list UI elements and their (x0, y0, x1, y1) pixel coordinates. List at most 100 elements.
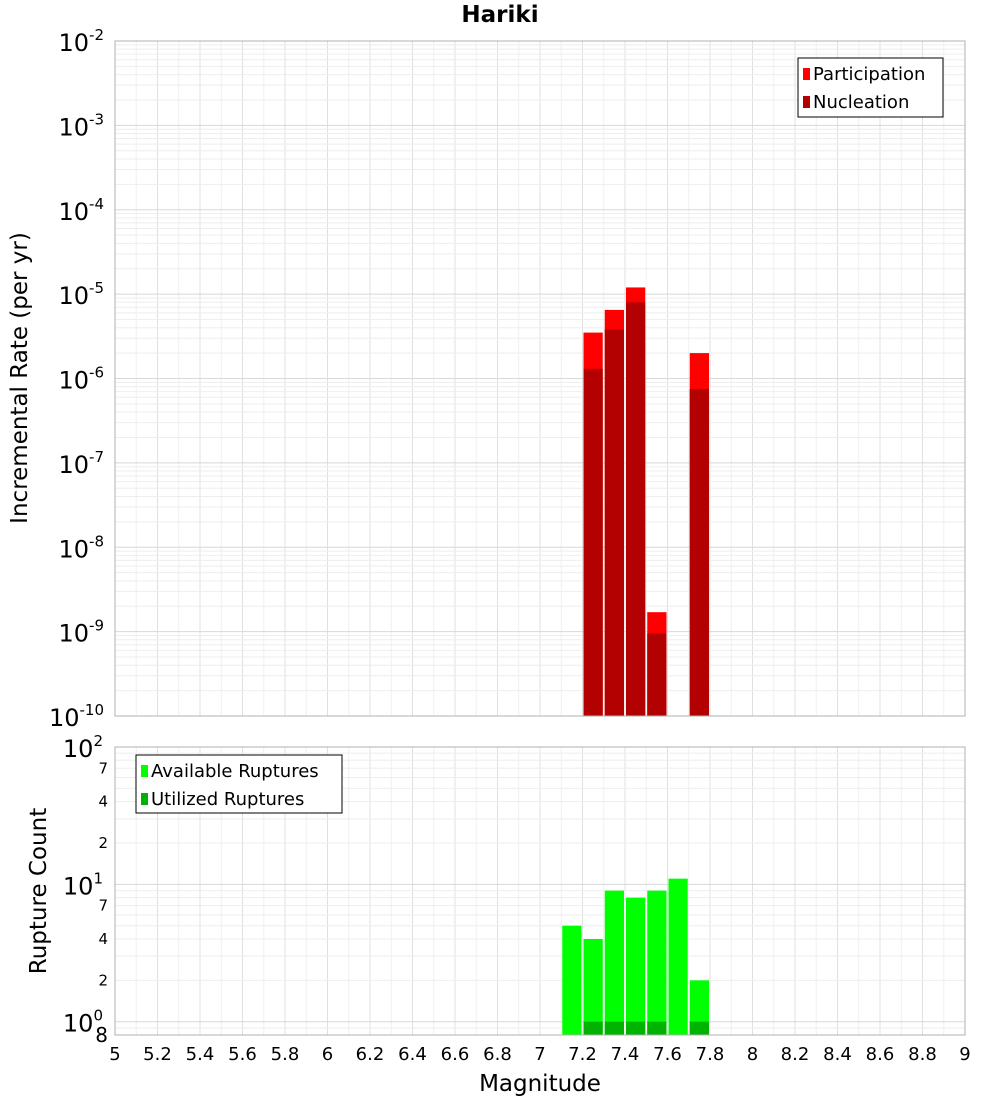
x-tick-label: 5.4 (186, 1044, 215, 1065)
legend-swatch (803, 96, 810, 108)
x-tick-label: 5 (109, 1044, 120, 1065)
y-tick-exponent: -2 (89, 26, 104, 44)
y-tick-base: 10 (58, 535, 89, 563)
top-bars (583, 287, 709, 716)
y-tick-label: 10-3 (58, 110, 104, 141)
y-minor-tick-label: 4 (98, 930, 108, 948)
bar-available-ruptures (647, 890, 667, 1035)
y-tick-label: 10-7 (58, 448, 104, 479)
x-tick-label: 8.8 (908, 1044, 937, 1065)
x-tick-label: 7.6 (653, 1044, 682, 1065)
y-tick-base: 10 (58, 367, 89, 395)
bar-available-ruptures (583, 939, 603, 1035)
x-tick-label: 9 (959, 1044, 970, 1065)
x-tick-labels: 5 5.2 5.4 5.6 5.8 6 6.2 6.4 6.6 6.8 7 7.2 7.4 7.6 7.8 8… (109, 1044, 970, 1065)
legend-label: Utilized Ruptures (151, 789, 304, 810)
y-tick-base: 10 (58, 620, 89, 648)
bottom-plot-border (114, 746, 966, 1036)
y-tick-label: 10-5 (58, 279, 104, 310)
chart-title: Hariki (461, 2, 539, 28)
x-tick-label: 6.8 (483, 1044, 512, 1065)
y-tick-base: 10 (58, 451, 89, 479)
legend-swatch (141, 793, 148, 805)
x-tick-label: 8 (747, 1044, 758, 1065)
y-tick-base: 10 (58, 282, 89, 310)
legend-box (797, 57, 944, 118)
y-tick-exponent: -8 (89, 532, 104, 550)
x-tick-label: 6.2 (356, 1044, 385, 1065)
bottom-legend: Available Ruptures Utilized Ruptures (135, 754, 343, 814)
y-tick-label: 10-8 (58, 532, 104, 563)
bar-utilized-ruptures (583, 1021, 603, 1035)
bar-available-ruptures (668, 878, 688, 1035)
y-minor-tick-label: 2 (98, 834, 108, 852)
bar-available-ruptures (604, 890, 624, 1035)
x-tick-label: 7 (534, 1044, 545, 1065)
bar-nucleation (689, 389, 709, 716)
x-tick-label: 8.4 (823, 1044, 852, 1065)
x-gridlines (114, 41, 966, 1035)
y-tick-base: 10 (63, 872, 94, 900)
y-tick-label: 10-2 (58, 26, 104, 57)
y-tick-exponent: -4 (89, 195, 104, 213)
x-tick-label: 8.6 (866, 1044, 895, 1065)
bar-nucleation (626, 302, 646, 716)
bottom-bars (562, 878, 709, 1035)
bar-nucleation (604, 329, 624, 716)
x-tick-label: 5.8 (271, 1044, 300, 1065)
bar-available-ruptures (689, 980, 709, 1035)
bar-utilized-ruptures (647, 1021, 667, 1035)
y-tick-exponent: -3 (89, 110, 104, 128)
x-tick-label: 6 (322, 1044, 333, 1065)
y-minor-tick-label: 4 (98, 793, 108, 811)
top-y-tick-labels: 10-210-310-410-510-610-710-810-910-10 (49, 26, 104, 732)
y-tick-exponent: -6 (89, 364, 104, 382)
y-tick-label: 10-10 (49, 701, 104, 732)
legend-swatch (803, 68, 810, 80)
top-legend: Participation Nucleation (797, 57, 944, 118)
legend-label: Available Ruptures (151, 761, 319, 782)
legend-swatch (141, 765, 148, 777)
y-tick-label: 101 (63, 869, 103, 900)
y-tick-label: 102 (63, 732, 103, 763)
top-y-axis-label: Incremental Rate (per yr) (7, 232, 33, 524)
x-tick-label: 7.2 (568, 1044, 597, 1065)
y-tick-label: 10-6 (58, 364, 104, 395)
y-tick-base: 10 (63, 1010, 94, 1038)
x-tick-label: 7.4 (611, 1044, 640, 1065)
y-tick-base: 10 (58, 29, 89, 57)
x-tick-label: 5.6 (228, 1044, 257, 1065)
y-tick-base: 10 (49, 704, 80, 732)
x-tick-label: 8.2 (781, 1044, 810, 1065)
y-tick-base: 10 (63, 735, 94, 763)
legend-box (135, 754, 343, 814)
bar-utilized-ruptures (604, 1021, 624, 1035)
y-tick-label: 10-4 (58, 195, 104, 226)
y-tick-exponent: 2 (93, 732, 103, 750)
y-tick-label: 10-9 (58, 617, 104, 648)
legend-label: Participation (813, 64, 925, 85)
y-minor-tick-label: 7 (98, 897, 108, 915)
y-tick-base: 10 (58, 113, 89, 141)
bar-utilized-ruptures (626, 1021, 646, 1035)
y-tick-exponent: 1 (93, 869, 103, 887)
x-axis-label: Magnitude (479, 1071, 601, 1097)
bar-utilized-ruptures (689, 1021, 709, 1035)
y-tick-exponent: -10 (80, 701, 105, 719)
y-tick-base: 10 (58, 198, 89, 226)
bar-available-ruptures (562, 925, 582, 1035)
x-tick-label: 6.4 (398, 1044, 427, 1065)
top-plot-border (114, 40, 966, 717)
x-tick-label: 6.6 (441, 1044, 470, 1065)
y-tick-exponent: -7 (89, 448, 104, 466)
top-y-gridlines (115, 44, 965, 717)
legend-label: Nucleation (813, 92, 909, 113)
y-tick-exponent: 0 (93, 1007, 103, 1025)
y-minor-tick-label: 2 (98, 971, 108, 989)
y-tick-label: 100 (63, 1007, 103, 1038)
bar-nucleation (583, 368, 603, 716)
y-tick-exponent: -5 (89, 279, 104, 297)
